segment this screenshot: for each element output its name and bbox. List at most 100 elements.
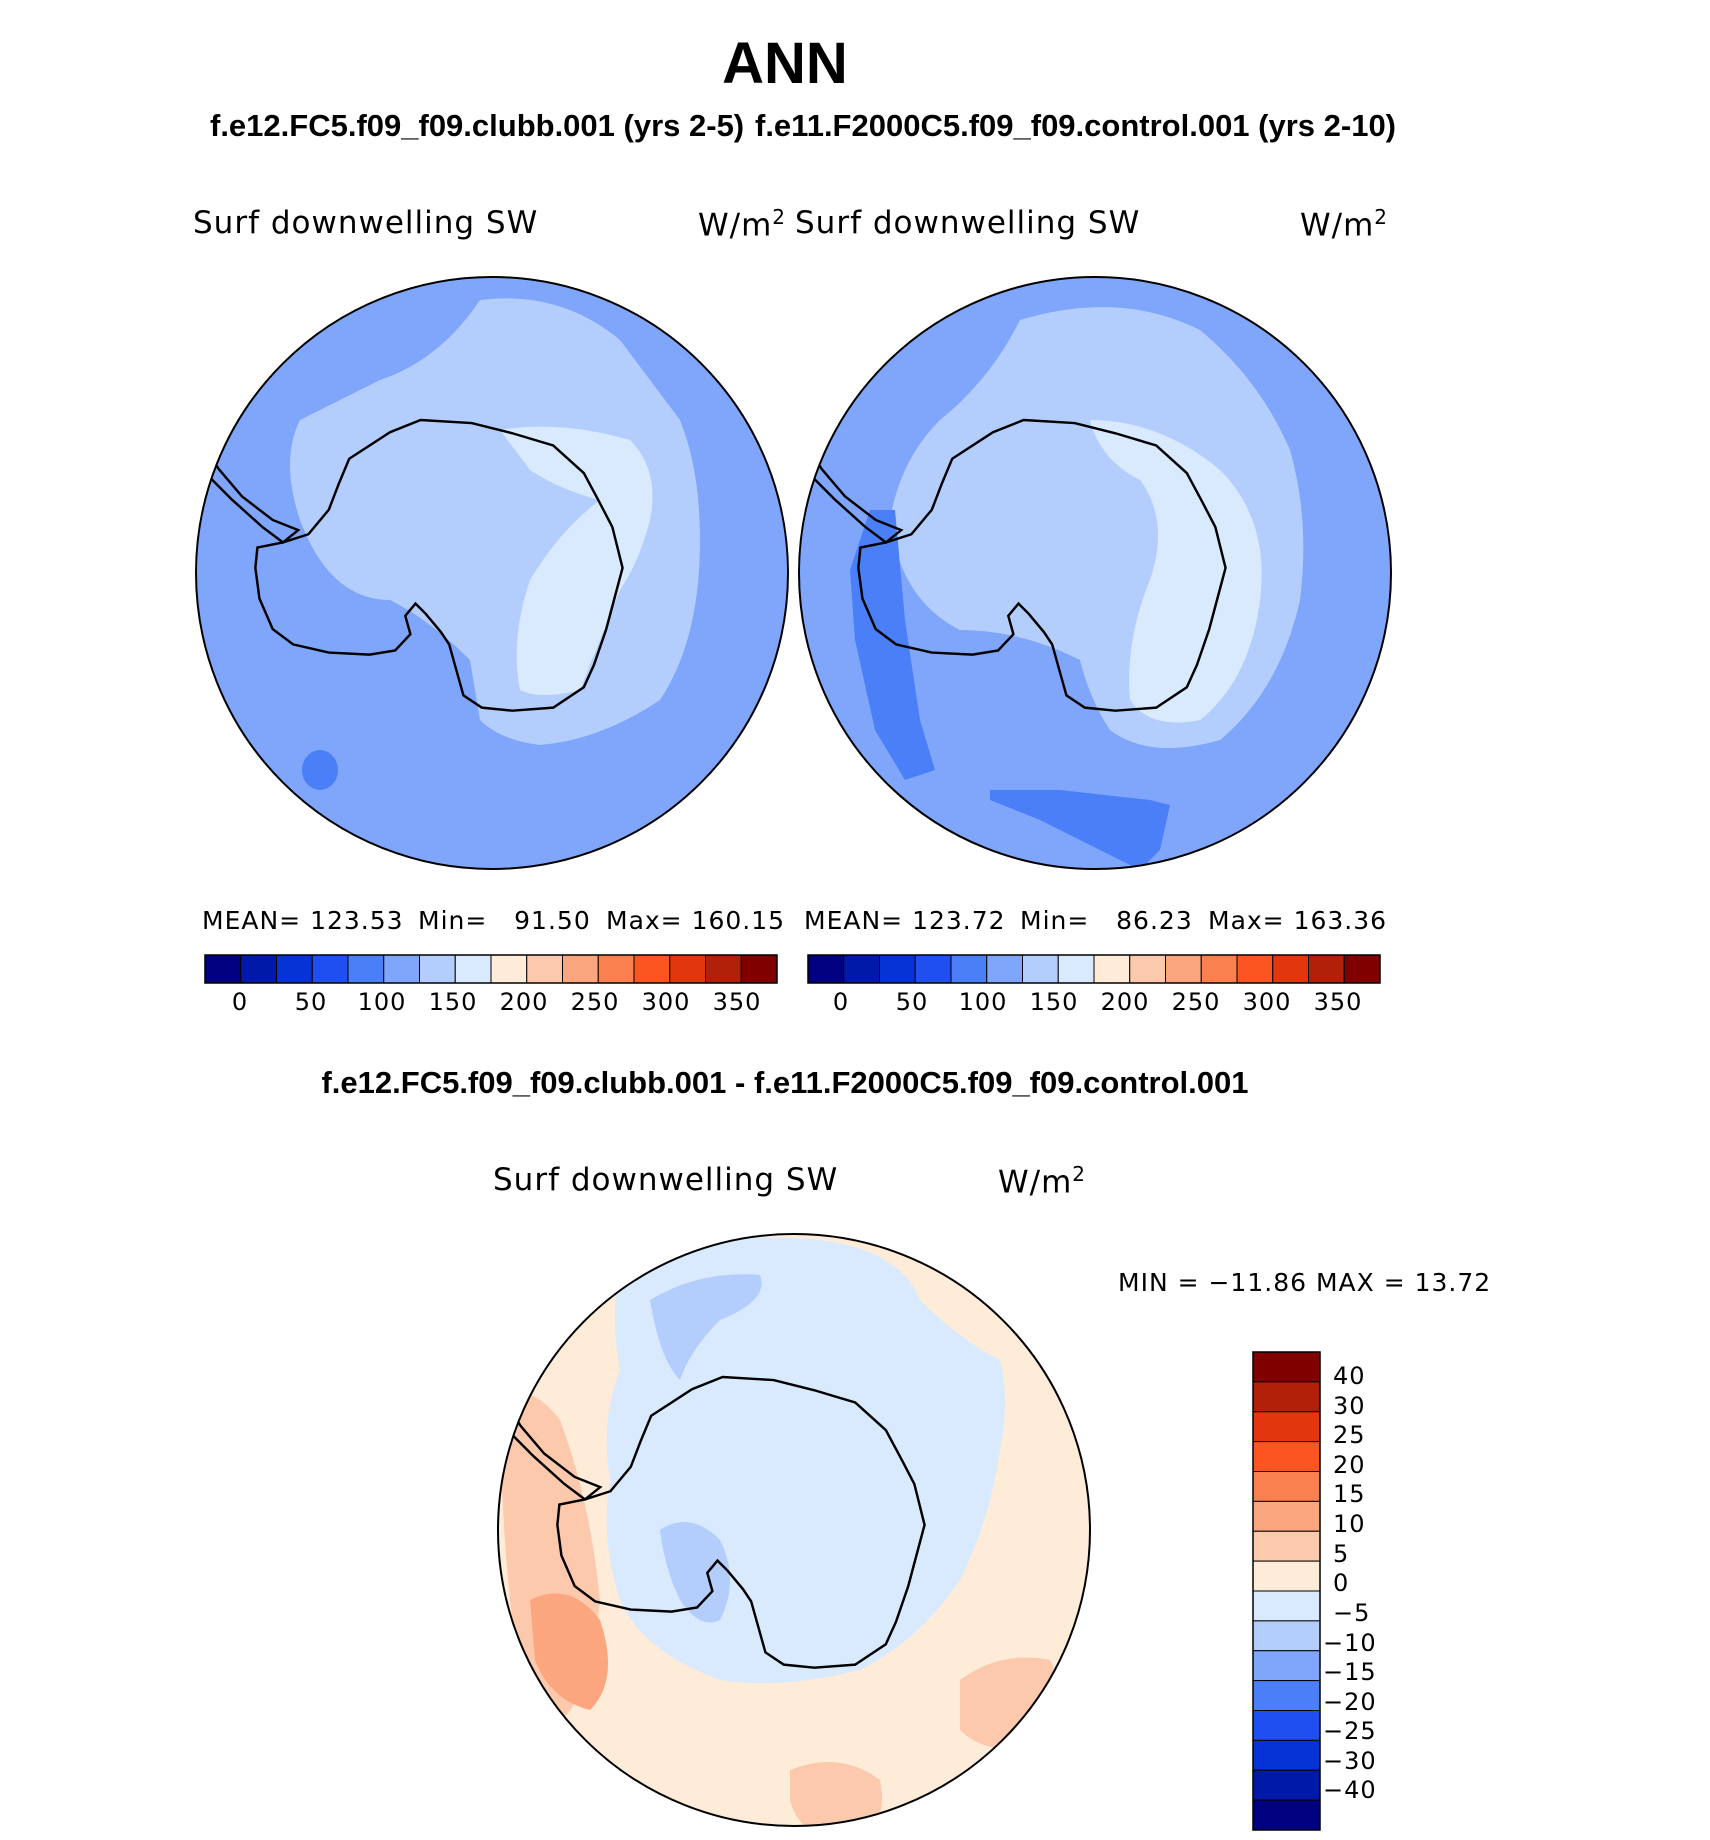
panel1-max: Max= 160.15 bbox=[606, 906, 786, 935]
cb1-swatch bbox=[669, 954, 706, 984]
cb2-swatch bbox=[807, 954, 845, 984]
colorbar-case1 bbox=[204, 954, 778, 984]
cb2-tick: 250 bbox=[1171, 988, 1221, 1016]
cb2-swatch bbox=[1308, 954, 1345, 984]
cb3-tick: −20 bbox=[1323, 1688, 1377, 1716]
map-case1 bbox=[195, 276, 789, 870]
cb3-swatch bbox=[1252, 1769, 1321, 1801]
plot-title: ANN bbox=[722, 31, 848, 96]
cb3-swatch bbox=[1252, 1710, 1321, 1741]
low-value-band bbox=[990, 790, 1170, 869]
cb1-tick: 350 bbox=[712, 988, 762, 1016]
cb2-swatch bbox=[1022, 954, 1059, 984]
low-value-band bbox=[850, 510, 935, 780]
cb1-tick: 50 bbox=[294, 988, 328, 1016]
cb3-tick: 5 bbox=[1333, 1540, 1350, 1568]
cb2-swatch bbox=[879, 954, 916, 984]
cb2-swatch bbox=[1272, 954, 1309, 984]
panel2-mean: MEAN= 123.72 bbox=[804, 906, 1006, 935]
cb3-swatch bbox=[1252, 1739, 1321, 1771]
cb2-tick: 150 bbox=[1029, 988, 1079, 1016]
cb3-swatch bbox=[1252, 1560, 1321, 1592]
cb1-swatch bbox=[383, 954, 420, 984]
cb3-tick: 30 bbox=[1333, 1392, 1366, 1420]
difference-title: f.e12.FC5.f09_f09.clubb.001 - f.e11.F200… bbox=[321, 1065, 1249, 1100]
cb3-tick: −5 bbox=[1333, 1599, 1371, 1627]
cb3-tick: 10 bbox=[1333, 1510, 1366, 1538]
cb1-swatch bbox=[276, 954, 313, 984]
cb2-tick: 100 bbox=[958, 988, 1008, 1016]
cb2-swatch bbox=[1165, 954, 1202, 984]
cb3-tick: −40 bbox=[1323, 1776, 1377, 1804]
cb2-tick: 0 bbox=[832, 988, 850, 1016]
cb2-tick: 200 bbox=[1100, 988, 1150, 1016]
colorbar-difference bbox=[1252, 1351, 1321, 1831]
diff-units: W/m2 bbox=[998, 1162, 1087, 1201]
panel1-mean: MEAN= 123.53 bbox=[202, 906, 404, 935]
cb3-tick: 0 bbox=[1333, 1569, 1350, 1597]
cb3-swatch bbox=[1252, 1590, 1321, 1622]
cb3-tick: 25 bbox=[1333, 1421, 1366, 1449]
cb1-tick: 150 bbox=[428, 988, 478, 1016]
panel1-min: Min= 91.50 bbox=[418, 906, 591, 935]
cb1-swatch bbox=[311, 954, 349, 984]
cb3-tick: −10 bbox=[1323, 1629, 1377, 1657]
cb1-swatch bbox=[633, 954, 671, 984]
cb1-swatch bbox=[490, 954, 528, 984]
panel2-variable-label: Surf downwelling SW bbox=[795, 205, 1141, 241]
cb2-swatch bbox=[1236, 954, 1274, 984]
cb2-swatch bbox=[843, 954, 880, 984]
cb1-tick: 200 bbox=[499, 988, 549, 1016]
cb3-swatch bbox=[1252, 1530, 1321, 1562]
case2-title: f.e11.F2000C5.f09_f09.control.001 (yrs 2… bbox=[755, 108, 1397, 143]
cb1-swatch bbox=[419, 954, 456, 984]
cb1-swatch bbox=[562, 954, 599, 984]
cb3-swatch bbox=[1252, 1441, 1321, 1472]
cb3-tick: −15 bbox=[1323, 1658, 1377, 1686]
map-case2 bbox=[798, 276, 1392, 870]
cb1-tick: 250 bbox=[570, 988, 620, 1016]
cb3-swatch bbox=[1252, 1620, 1321, 1652]
cb2-tick: 350 bbox=[1313, 988, 1363, 1016]
cb2-swatch bbox=[1129, 954, 1166, 984]
cb1-tick: 100 bbox=[357, 988, 407, 1016]
cb2-swatch bbox=[986, 954, 1023, 984]
cb3-swatch bbox=[1252, 1351, 1321, 1383]
cb2-tick: 300 bbox=[1242, 988, 1292, 1016]
map-difference bbox=[497, 1233, 1091, 1827]
cb3-swatch bbox=[1252, 1411, 1321, 1443]
cb1-swatch bbox=[526, 954, 563, 984]
panel2-max: Max= 163.36 bbox=[1208, 906, 1388, 935]
cb2-swatch bbox=[1057, 954, 1095, 984]
cb1-swatch bbox=[347, 954, 385, 984]
cb3-swatch bbox=[1252, 1471, 1321, 1502]
ice-light-zone bbox=[1090, 420, 1262, 723]
ice-light-zone bbox=[500, 426, 653, 695]
panel1-variable-label: Surf downwelling SW bbox=[193, 205, 539, 241]
cb1-swatch bbox=[740, 954, 778, 984]
cb3-tick: 40 bbox=[1333, 1362, 1366, 1390]
cb3-swatch bbox=[1252, 1500, 1321, 1532]
cb1-swatch bbox=[204, 954, 242, 984]
cb2-swatch bbox=[1343, 954, 1381, 984]
cb3-swatch bbox=[1252, 1381, 1321, 1413]
panel2-min: Min= 86.23 bbox=[1020, 906, 1193, 935]
cb2-tick: 50 bbox=[895, 988, 929, 1016]
diff-positive-zone-strong bbox=[530, 1593, 608, 1710]
cb3-tick: 20 bbox=[1333, 1451, 1366, 1479]
cb2-swatch bbox=[1200, 954, 1238, 984]
cb3-swatch bbox=[1252, 1799, 1321, 1831]
diff-min-max: MIN = −11.86 MAX = 13.72 bbox=[1118, 1268, 1492, 1297]
cb1-tick: 0 bbox=[231, 988, 249, 1016]
panel1-units: W/m2 bbox=[698, 205, 787, 244]
cb1-tick: 300 bbox=[641, 988, 691, 1016]
diff-negative-zone-strong bbox=[650, 1274, 762, 1380]
colorbar-case2 bbox=[807, 954, 1381, 984]
cb1-swatch bbox=[597, 954, 635, 984]
cb2-swatch bbox=[914, 954, 952, 984]
diff-variable-label: Surf downwelling SW bbox=[493, 1162, 839, 1198]
low-value-blob bbox=[302, 750, 338, 790]
cb3-swatch bbox=[1252, 1680, 1321, 1711]
cb1-swatch bbox=[240, 954, 277, 984]
